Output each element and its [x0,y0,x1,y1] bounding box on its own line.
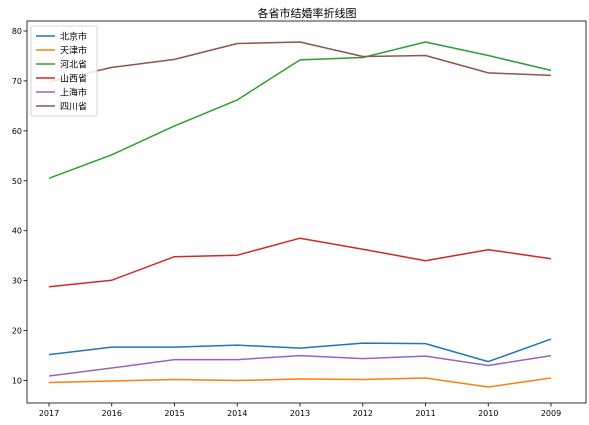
series-line-上海市 [48,354,552,377]
y-tick-label: 20 [12,327,22,336]
series-line-北京市 [48,338,552,363]
legend-label: 北京市 [60,31,87,43]
series-line-山西省 [48,237,552,288]
legend-label: 河北省 [60,59,87,71]
y-tick-label: 60 [12,127,22,136]
series-line-河北省 [48,41,552,180]
y-tick-label: 70 [12,77,22,86]
legend-label: 山西省 [60,73,87,85]
axes-frame [26,20,587,404]
x-tick-label: 2013 [290,409,310,418]
chart-title: 各省市结婚率折线图 [258,6,357,20]
series-line-四川省 [48,41,552,83]
y-tick-label: 50 [12,177,22,186]
x-tick-label: 2016 [102,409,122,418]
x-tick-label: 2012 [353,409,373,418]
x-tick-label: 2011 [415,409,435,418]
legend-box [30,25,98,117]
legend-label: 四川省 [60,101,87,113]
legend-label: 上海市 [60,87,87,99]
y-tick-label: 10 [12,377,22,386]
plot-area: 2017 2016 2015 2014 2013 2012 2011 2010 2009 10 20… [12,20,587,418]
series-line-天津市 [48,377,552,388]
x-tick-label: 2015 [164,409,184,418]
x-tick-label: 2014 [227,409,247,418]
y-tick-label: 40 [12,227,22,236]
y-tick-label: 80 [12,27,22,36]
y-tick-label: 30 [12,277,22,286]
x-tick-label: 2017 [39,409,59,418]
x-tick-label: 2010 [478,409,498,418]
x-tick-label: 2009 [541,409,561,418]
legend-label: 天津市 [60,45,87,57]
